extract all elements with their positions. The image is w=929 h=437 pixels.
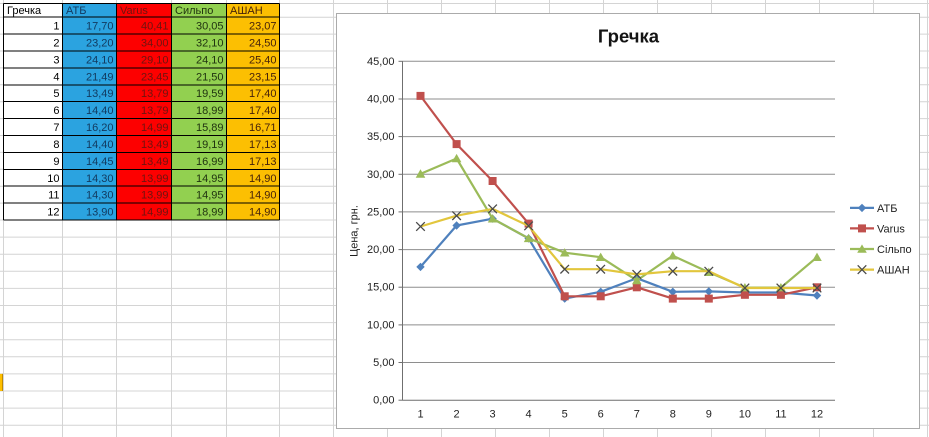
- svg-text:9: 9: [706, 409, 712, 421]
- svg-text:12: 12: [811, 409, 823, 421]
- svg-text:АШАН: АШАН: [877, 265, 910, 277]
- svg-text:9: 9: [53, 156, 59, 168]
- svg-text:4: 4: [53, 71, 59, 83]
- svg-text:8: 8: [670, 409, 676, 421]
- svg-text:13,49: 13,49: [86, 88, 114, 100]
- svg-text:0,00: 0,00: [373, 395, 394, 407]
- svg-text:10,00: 10,00: [367, 319, 395, 331]
- svg-text:14,30: 14,30: [86, 190, 114, 202]
- svg-text:13,49: 13,49: [141, 139, 169, 151]
- svg-text:4: 4: [526, 409, 532, 421]
- svg-text:23,15: 23,15: [249, 71, 277, 83]
- svg-text:16,71: 16,71: [249, 122, 277, 134]
- svg-text:23,45: 23,45: [141, 71, 169, 83]
- svg-text:14,99: 14,99: [141, 122, 169, 134]
- svg-text:13,99: 13,99: [141, 173, 169, 185]
- svg-text:21,49: 21,49: [86, 71, 114, 83]
- svg-text:16,99: 16,99: [196, 156, 224, 168]
- svg-text:24,10: 24,10: [86, 55, 114, 67]
- svg-text:13,79: 13,79: [141, 105, 169, 117]
- svg-text:Гречка: Гречка: [7, 5, 42, 17]
- svg-text:15,89: 15,89: [196, 122, 224, 134]
- svg-text:13,90: 13,90: [86, 207, 114, 219]
- svg-text:14,90: 14,90: [249, 207, 277, 219]
- svg-text:34,00: 34,00: [141, 38, 169, 50]
- svg-text:14,40: 14,40: [86, 105, 114, 117]
- svg-text:АТБ: АТБ: [877, 203, 897, 215]
- svg-text:30,00: 30,00: [367, 169, 395, 181]
- svg-text:Сильпо: Сильпо: [175, 5, 213, 17]
- svg-text:8: 8: [53, 139, 59, 151]
- svg-text:3: 3: [53, 55, 59, 67]
- svg-text:17,13: 17,13: [249, 156, 277, 168]
- svg-text:14,90: 14,90: [249, 190, 277, 202]
- svg-text:2: 2: [53, 38, 59, 50]
- svg-text:10: 10: [739, 409, 751, 421]
- svg-text:Varus: Varus: [120, 5, 148, 17]
- svg-text:23,20: 23,20: [86, 38, 114, 50]
- svg-text:13,49: 13,49: [141, 156, 169, 168]
- svg-text:25,40: 25,40: [249, 55, 277, 67]
- svg-text:40,00: 40,00: [367, 94, 395, 106]
- svg-text:17,70: 17,70: [86, 21, 114, 33]
- svg-text:5,00: 5,00: [373, 357, 394, 369]
- svg-text:20,00: 20,00: [367, 244, 395, 256]
- svg-text:29,10: 29,10: [141, 55, 169, 67]
- svg-text:23,07: 23,07: [249, 21, 277, 33]
- svg-text:14,40: 14,40: [86, 139, 114, 151]
- svg-text:19,59: 19,59: [196, 88, 224, 100]
- svg-text:14,99: 14,99: [141, 207, 169, 219]
- svg-text:14,90: 14,90: [249, 173, 277, 185]
- svg-text:45,00: 45,00: [367, 56, 395, 68]
- svg-text:Цена, грн.: Цена, грн.: [349, 205, 361, 257]
- svg-text:Varus: Varus: [877, 223, 905, 235]
- svg-text:25,00: 25,00: [367, 206, 395, 218]
- svg-text:24,10: 24,10: [196, 55, 224, 67]
- svg-text:30,05: 30,05: [196, 21, 224, 33]
- svg-text:17,40: 17,40: [249, 88, 277, 100]
- svg-text:13,99: 13,99: [141, 190, 169, 202]
- svg-text:6: 6: [53, 105, 59, 117]
- svg-text:6: 6: [598, 409, 604, 421]
- svg-text:17,40: 17,40: [249, 105, 277, 117]
- svg-text:35,00: 35,00: [367, 131, 395, 143]
- svg-text:2: 2: [454, 409, 460, 421]
- svg-text:14,95: 14,95: [196, 190, 224, 202]
- svg-text:5: 5: [53, 88, 59, 100]
- svg-text:14,30: 14,30: [86, 173, 114, 185]
- svg-text:3: 3: [490, 409, 496, 421]
- svg-text:13,79: 13,79: [141, 88, 169, 100]
- svg-text:17,13: 17,13: [249, 139, 277, 151]
- svg-text:40,41: 40,41: [141, 21, 169, 33]
- svg-text:Гречка: Гречка: [598, 26, 660, 47]
- svg-text:18,99: 18,99: [196, 207, 224, 219]
- svg-text:10: 10: [47, 173, 59, 185]
- svg-text:11: 11: [775, 409, 786, 421]
- svg-text:1: 1: [53, 21, 59, 33]
- svg-text:Сільпо: Сільпо: [877, 244, 912, 256]
- svg-text:24,50: 24,50: [249, 38, 277, 50]
- svg-text:1: 1: [417, 409, 423, 421]
- svg-text:15,00: 15,00: [367, 282, 395, 294]
- svg-text:21,50: 21,50: [196, 71, 224, 83]
- svg-text:5: 5: [562, 409, 568, 421]
- svg-text:12: 12: [47, 207, 59, 219]
- svg-text:18,99: 18,99: [196, 105, 224, 117]
- svg-text:32,10: 32,10: [196, 38, 224, 50]
- svg-text:АТБ: АТБ: [66, 5, 86, 17]
- svg-text:16,20: 16,20: [86, 122, 114, 134]
- svg-text:11: 11: [48, 190, 59, 202]
- svg-text:7: 7: [634, 409, 640, 421]
- svg-text:7: 7: [53, 122, 59, 134]
- svg-text:14,95: 14,95: [196, 173, 224, 185]
- svg-text:АШАН: АШАН: [230, 5, 263, 17]
- svg-text:14,45: 14,45: [86, 156, 114, 168]
- svg-text:19,19: 19,19: [196, 139, 224, 151]
